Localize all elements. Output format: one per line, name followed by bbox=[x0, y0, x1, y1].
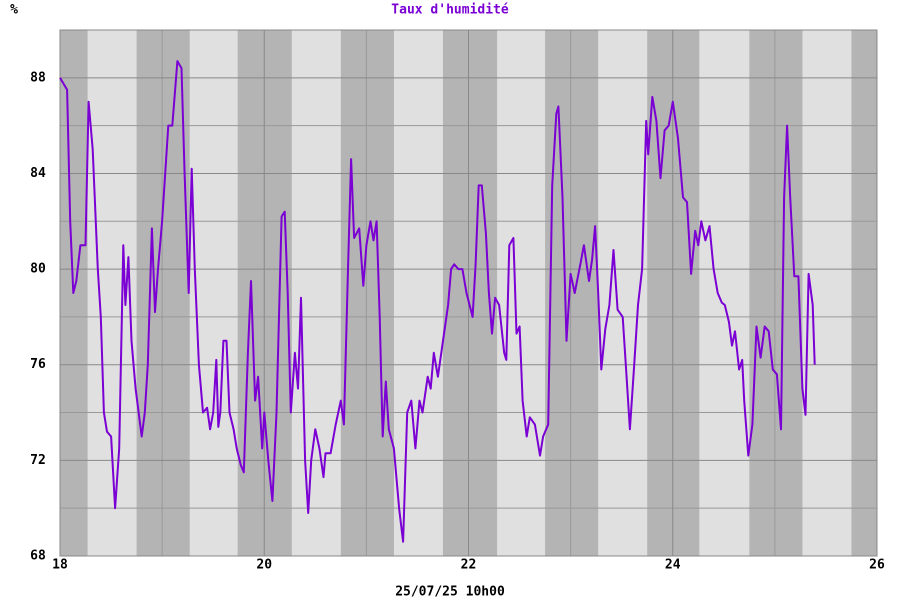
y-tick-label: 72 bbox=[30, 453, 46, 468]
night-band bbox=[340, 30, 394, 556]
data-line bbox=[59, 60, 816, 543]
y-tick-label: 76 bbox=[30, 357, 46, 372]
night-band bbox=[136, 30, 190, 556]
night-band bbox=[545, 30, 599, 556]
night-band bbox=[237, 30, 292, 556]
y-tick-label: 84 bbox=[30, 166, 46, 181]
y-tick-label: 68 bbox=[30, 549, 46, 564]
night-band bbox=[749, 30, 803, 556]
x-tick-label: 22 bbox=[461, 558, 477, 573]
night-band bbox=[851, 30, 877, 556]
chart-title: Taux d'humidité bbox=[391, 3, 509, 18]
y-tick-label: 88 bbox=[30, 70, 46, 85]
y-axis-label: % bbox=[10, 3, 18, 18]
x-tick-label: 24 bbox=[665, 558, 681, 573]
plot-frame bbox=[59, 29, 878, 557]
y-tick-label: 80 bbox=[30, 262, 46, 277]
x-tick-label: 20 bbox=[256, 558, 272, 573]
x-axis-label: 25/07/25 10h00 bbox=[395, 585, 505, 600]
x-tick-label: 18 bbox=[52, 558, 68, 573]
x-tick-label: 26 bbox=[869, 558, 885, 573]
